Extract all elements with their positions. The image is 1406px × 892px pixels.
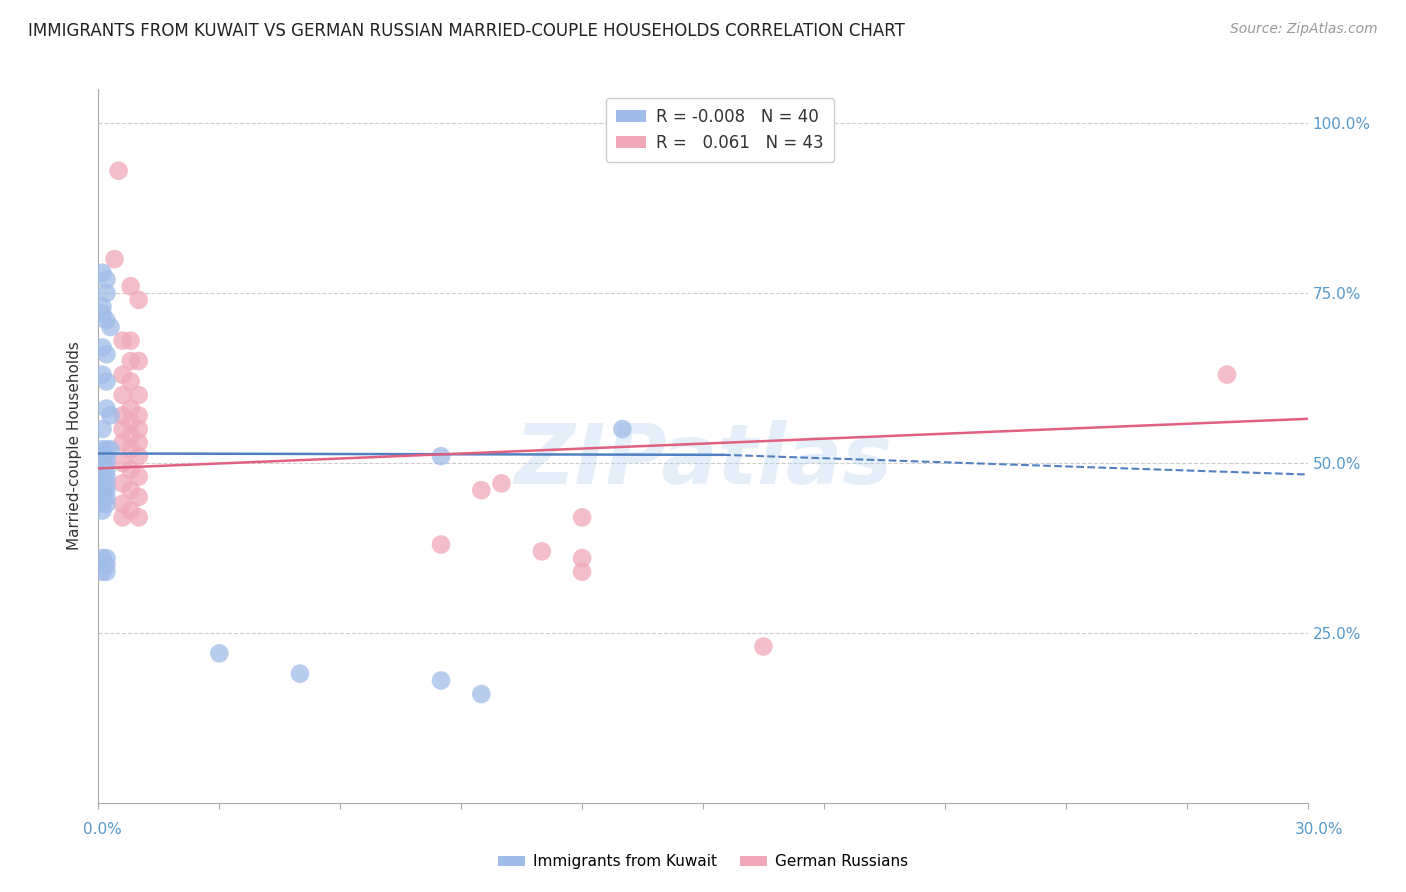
Point: [120, 375, 142, 389]
Point: [120, 503, 142, 517]
Point: [208, 646, 231, 660]
Point: [571, 565, 593, 579]
Point: [96, 497, 118, 511]
Point: [128, 449, 150, 463]
Point: [100, 442, 122, 457]
Point: [91, 306, 114, 320]
Point: [96, 401, 118, 416]
Point: [107, 163, 129, 178]
Text: ZIPatlas: ZIPatlas: [515, 420, 891, 500]
Text: 0.0%: 0.0%: [83, 822, 122, 837]
Point: [288, 666, 311, 681]
Text: IMMIGRANTS FROM KUWAIT VS GERMAN RUSSIAN MARRIED-COUPLE HOUSEHOLDS CORRELATION C: IMMIGRANTS FROM KUWAIT VS GERMAN RUSSIAN…: [28, 22, 905, 40]
Point: [91, 483, 114, 498]
Point: [1216, 368, 1239, 382]
Point: [96, 463, 118, 477]
Point: [100, 409, 122, 423]
Point: [103, 252, 125, 266]
Point: [91, 449, 114, 463]
Point: [91, 565, 114, 579]
Point: [96, 483, 118, 498]
Point: [96, 551, 118, 566]
Point: [111, 422, 134, 436]
Point: [111, 476, 134, 491]
Legend: R = -0.008   N = 40, R =   0.061   N = 43: R = -0.008 N = 40, R = 0.061 N = 43: [606, 97, 834, 161]
Point: [96, 442, 118, 457]
Point: [91, 341, 114, 355]
Point: [111, 510, 134, 524]
Point: [91, 266, 114, 280]
Point: [91, 422, 114, 436]
Point: [120, 463, 142, 477]
Point: [530, 544, 553, 558]
Point: [96, 558, 118, 572]
Point: [96, 347, 118, 361]
Point: [128, 409, 150, 423]
Point: [430, 673, 453, 688]
Point: [111, 456, 134, 470]
Point: [96, 565, 118, 579]
Point: [120, 415, 142, 429]
Point: [128, 293, 150, 307]
Point: [128, 469, 150, 483]
Y-axis label: Married-couple Households: Married-couple Households: [67, 342, 83, 550]
Point: [96, 313, 118, 327]
Point: [91, 476, 114, 491]
Point: [111, 368, 134, 382]
Point: [91, 551, 114, 566]
Point: [128, 354, 150, 368]
Point: [120, 429, 142, 443]
Point: [470, 687, 492, 701]
Point: [120, 401, 142, 416]
Point: [96, 456, 118, 470]
Point: [120, 334, 142, 348]
Point: [96, 286, 118, 301]
Legend: Immigrants from Kuwait, German Russians: Immigrants from Kuwait, German Russians: [492, 848, 914, 875]
Point: [91, 490, 114, 504]
Point: [91, 300, 114, 314]
Point: [96, 272, 118, 286]
Point: [120, 483, 142, 498]
Point: [111, 388, 134, 402]
Point: [612, 422, 634, 436]
Point: [128, 422, 150, 436]
Point: [120, 442, 142, 457]
Point: [491, 476, 513, 491]
Point: [91, 503, 114, 517]
Point: [752, 640, 775, 654]
Point: [96, 476, 118, 491]
Point: [128, 510, 150, 524]
Point: [111, 334, 134, 348]
Point: [571, 510, 593, 524]
Point: [91, 497, 114, 511]
Point: [96, 449, 118, 463]
Point: [120, 354, 142, 368]
Point: [91, 463, 114, 477]
Text: Source: ZipAtlas.com: Source: ZipAtlas.com: [1230, 22, 1378, 37]
Point: [91, 368, 114, 382]
Point: [111, 435, 134, 450]
Point: [128, 490, 150, 504]
Point: [91, 456, 114, 470]
Point: [96, 469, 118, 483]
Point: [96, 490, 118, 504]
Point: [96, 375, 118, 389]
Point: [571, 551, 593, 566]
Point: [430, 449, 453, 463]
Point: [128, 435, 150, 450]
Point: [111, 409, 134, 423]
Point: [430, 537, 453, 551]
Point: [120, 279, 142, 293]
Point: [100, 320, 122, 334]
Point: [111, 497, 134, 511]
Point: [91, 442, 114, 457]
Point: [91, 469, 114, 483]
Text: 30.0%: 30.0%: [1295, 822, 1343, 837]
Point: [128, 388, 150, 402]
Point: [470, 483, 492, 498]
